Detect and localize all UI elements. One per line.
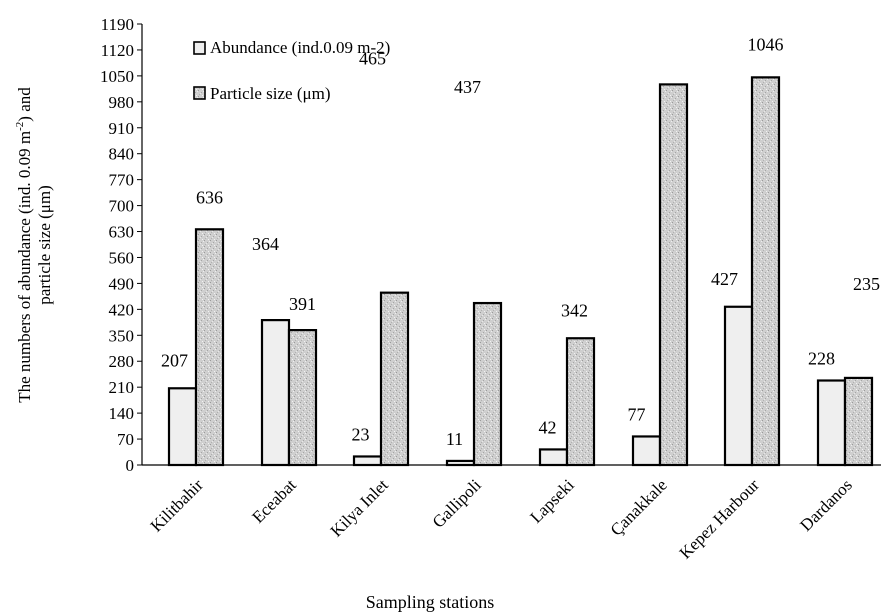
x-axis-title: Sampling stations [366, 592, 495, 612]
data-label-particle-size: 342 [561, 300, 588, 320]
y-tick-label: 700 [109, 197, 135, 216]
legend-label-abundance: Abundance (ind.0.09 m-2) [210, 38, 390, 57]
x-tick-label: Eceabat [248, 475, 300, 527]
bar-particle-size--anakkale [658, 83, 689, 467]
y-tick-label: 840 [109, 145, 135, 164]
x-tick-label: Çanakkale [607, 475, 671, 539]
legend-swatch-abundance [193, 41, 206, 55]
bar-abundance-eceabat [260, 319, 291, 467]
data-label-particle-size: 391 [289, 294, 316, 314]
x-tick-label: Kilya Inlet [327, 475, 392, 540]
bar-particle-size-gallipoli [472, 301, 503, 467]
bar-particle-size-eceabat [287, 329, 318, 467]
svg-text:The numbers of abundance (ind.: The numbers of abundance (ind. 0.09 m-2)… [14, 87, 34, 403]
data-label-abundance: 364 [252, 234, 279, 254]
y-tick-label: 980 [109, 93, 135, 112]
y-tick-label: 280 [109, 352, 135, 371]
bar-particle-size-kilya-inlet [379, 291, 410, 467]
legend-label-particle-size: Particle size (μm) [210, 84, 331, 103]
data-label-particle-size: 1046 [748, 34, 784, 54]
x-tick-label: Lapseki [526, 475, 578, 527]
y-tick-label: 420 [109, 300, 135, 319]
y-tick-label: 70 [117, 430, 134, 449]
x-tick-label: Kilitbahir [147, 475, 207, 535]
y-axis-title-line2: particle size (μm) [35, 185, 54, 305]
data-label-abundance: 228 [808, 349, 835, 369]
bar-particle-size-kepez-harbour [750, 76, 781, 467]
x-tick-label: Gallipoli [429, 475, 485, 531]
bar-particle-size-dardanos [843, 376, 874, 467]
legend-swatch-particle-size [193, 86, 206, 100]
bar-abundance--anakkale [631, 435, 662, 467]
y-axis-title-part2: ) and [15, 87, 34, 122]
y-tick-label: 140 [109, 404, 135, 423]
y-tick-label: 350 [109, 326, 135, 345]
y-tick-label: 1120 [101, 41, 134, 60]
data-label-particle-size: 465 [359, 49, 386, 69]
y-tick-label: 560 [109, 248, 135, 267]
bar-particle-size-kilitbahir [194, 228, 225, 467]
y-tick-label: 770 [109, 171, 135, 190]
y-tick-label: 910 [109, 119, 135, 138]
bar-abundance-dardanos [816, 379, 847, 467]
bar-abundance-kilya-inlet [352, 455, 383, 467]
x-axis-tick-labels: Kilitbahir Eceabat Kilya Inlet Gallipoli Lap… [147, 475, 856, 562]
data-label-abundance: 11 [446, 429, 463, 449]
bar-abundance-gallipoli [445, 459, 476, 467]
x-tick-label: Kepez Harbour [676, 475, 763, 562]
data-label-particle-size: 636 [196, 187, 223, 207]
bar-abundance-kepez-harbour [723, 305, 754, 467]
data-label-abundance: 427 [711, 269, 738, 289]
data-label-abundance: 207 [161, 350, 188, 370]
y-tick-label: 1050 [100, 67, 134, 86]
bar-abundance-kilitbahir [167, 387, 198, 467]
data-label-abundance: 23 [352, 424, 370, 444]
bar-abundance-lapseki [538, 448, 569, 467]
data-label-abundance: 42 [539, 417, 557, 437]
y-tick-label: 1190 [101, 15, 134, 34]
bar-value-labels: 2076363643912346511437423427710274271046… [161, 34, 880, 449]
y-tick-label: 490 [109, 274, 135, 293]
y-tick-label: 630 [109, 223, 135, 242]
bars [167, 76, 874, 467]
data-label-abundance: 77 [628, 404, 646, 424]
y-axis-title-sup: -2 [14, 122, 26, 131]
x-tick-label: Dardanos [796, 475, 856, 535]
y-tick-label: 210 [109, 378, 135, 397]
data-label-particle-size: 437 [454, 77, 481, 97]
y-tick-label: 0 [126, 456, 135, 475]
data-label-particle-size: 235 [853, 274, 880, 294]
y-axis-title-part1: The numbers of abundance (ind. 0.09 m [15, 131, 34, 403]
y-axis-title: The numbers of abundance (ind. 0.09 m-2)… [14, 87, 54, 403]
legend: Abundance (ind.0.09 m-2) Particle size (… [193, 38, 390, 103]
bar-particle-size-lapseki [565, 337, 596, 467]
y-axis-ticks: 0 70 140 210 280 350 420 490 560 630 700 770 840 910 9… [100, 15, 142, 475]
